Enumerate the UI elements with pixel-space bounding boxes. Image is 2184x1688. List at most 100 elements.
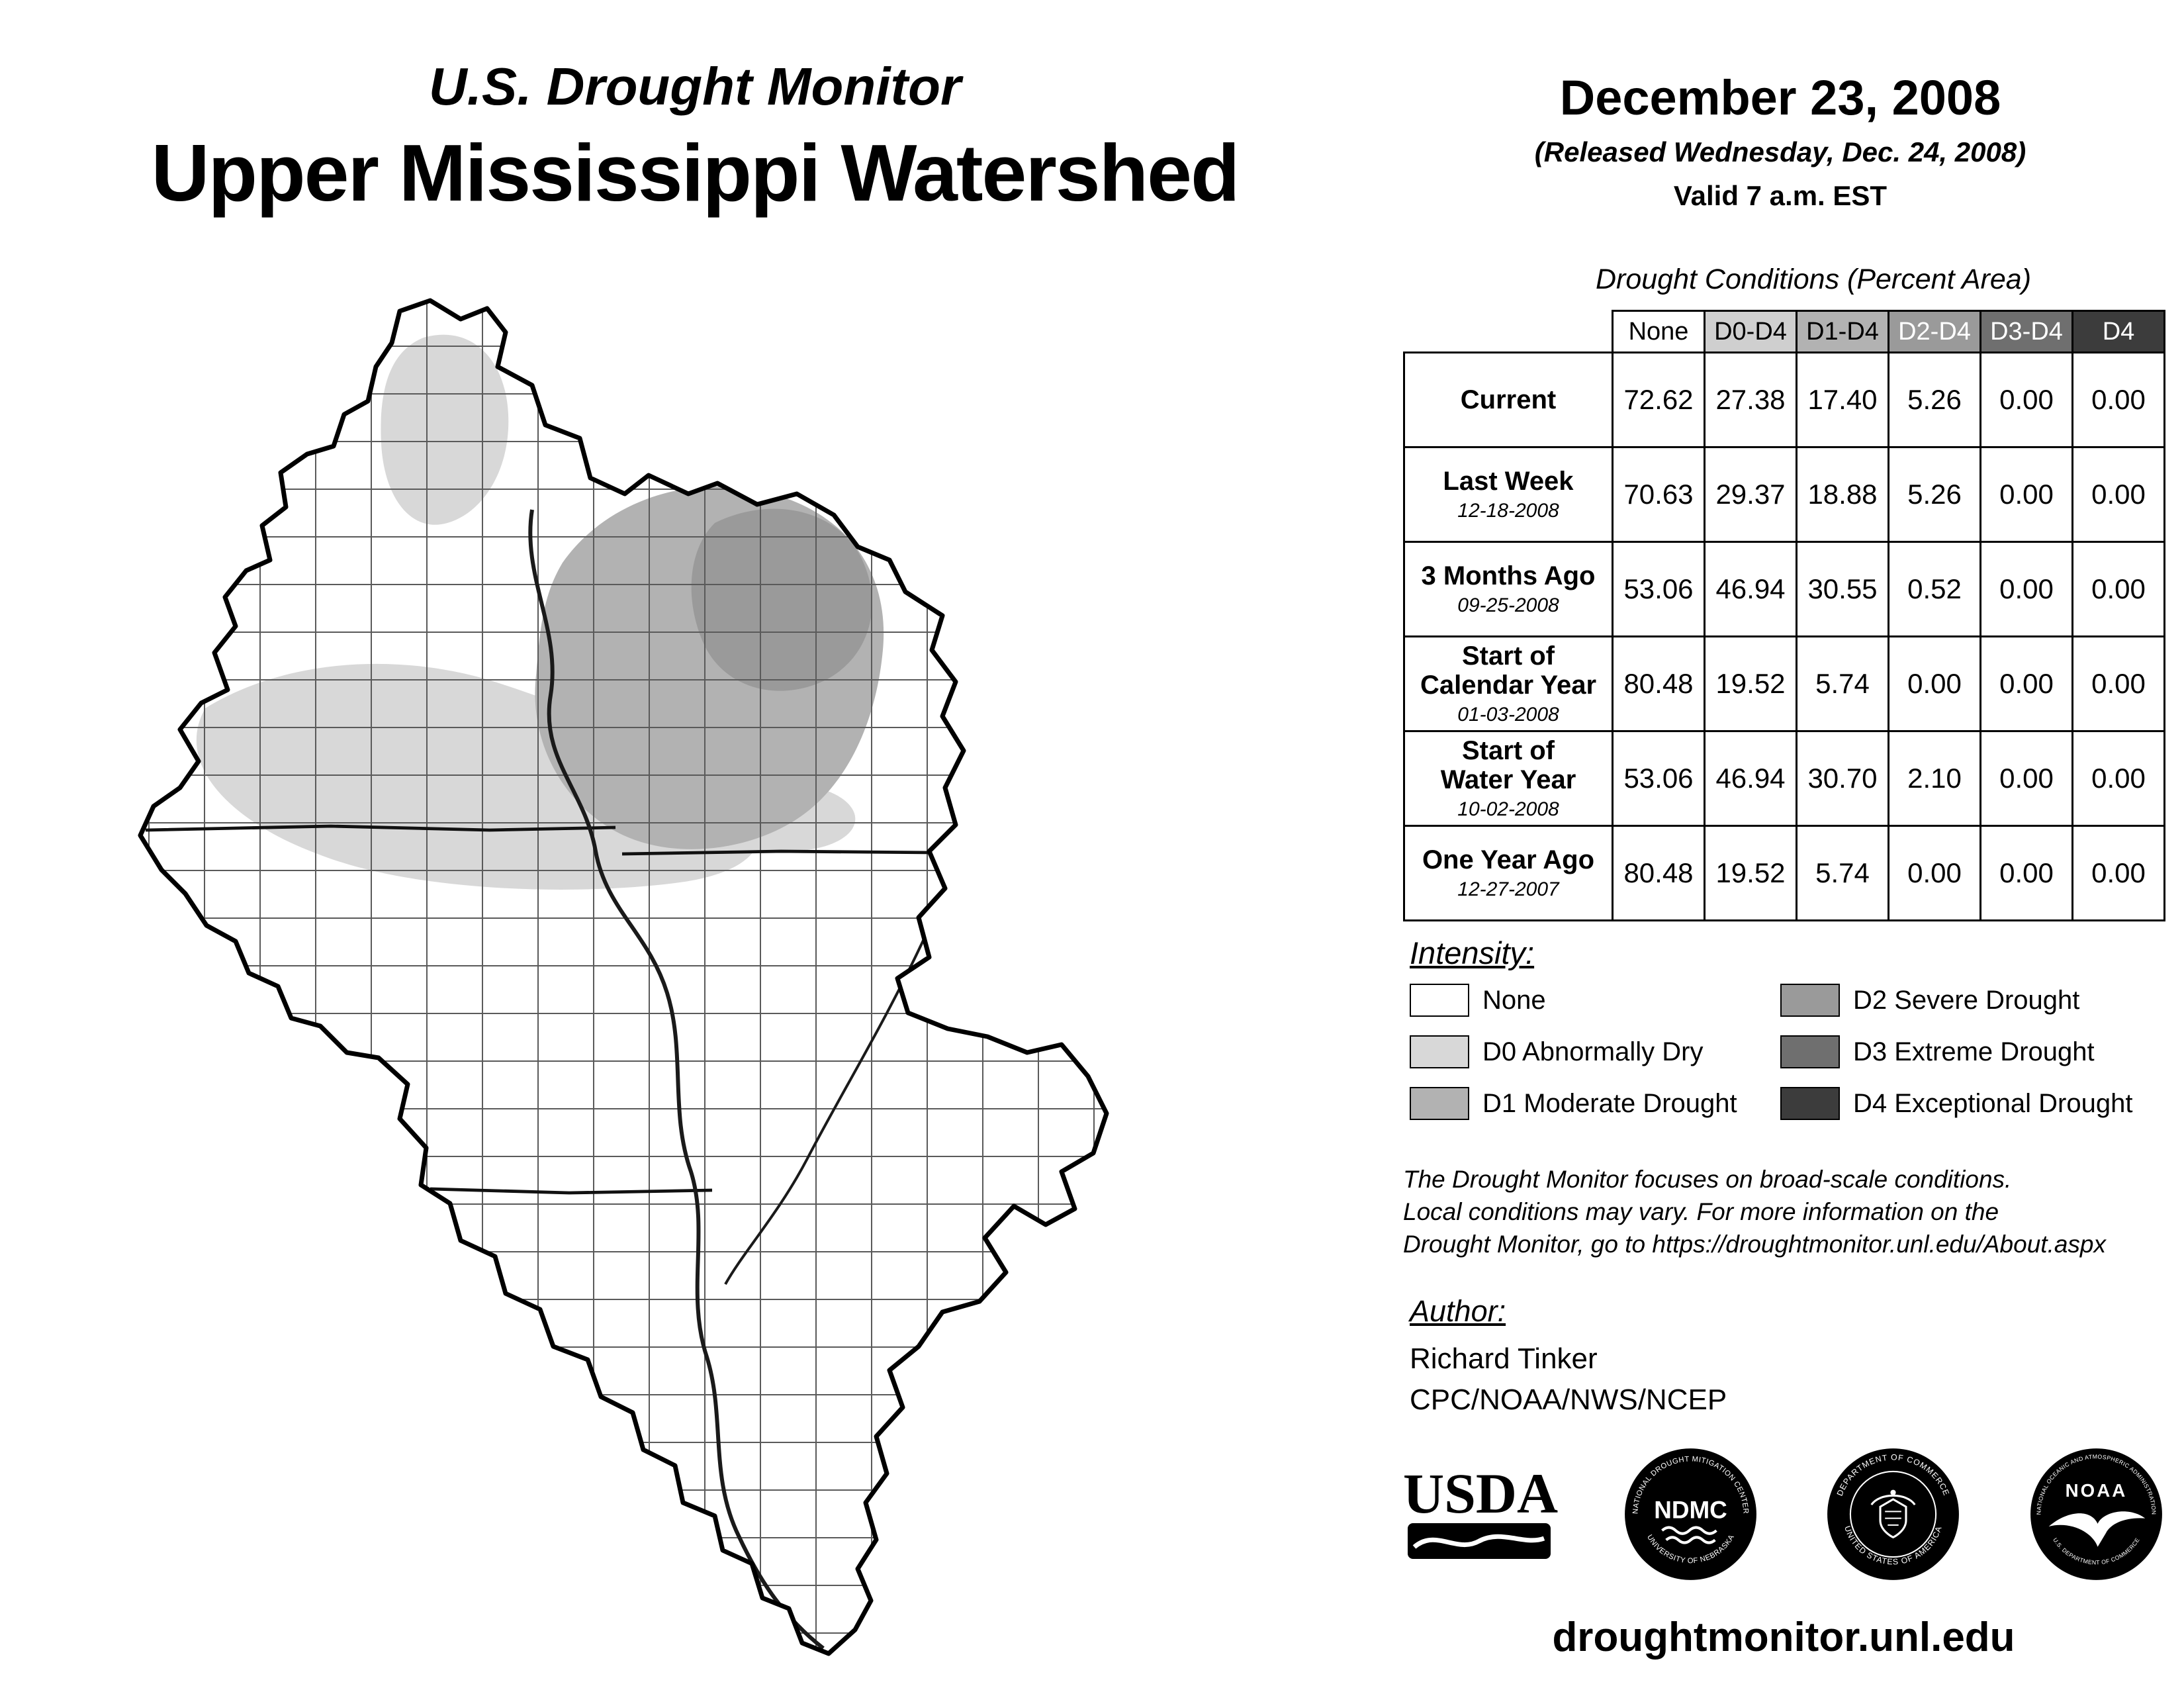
author-name: Richard Tinker: [1410, 1342, 1598, 1375]
cell-value: 0.00: [2071, 730, 2165, 827]
row-label: Start of Water Year: [1440, 736, 1576, 794]
col-header-d0-d4: D0-D4: [1704, 310, 1797, 353]
cell-value: 0.52: [1888, 541, 1981, 637]
col-header-d1-d4: D1-D4: [1796, 310, 1889, 353]
ndmc-logo-text: NDMC: [1654, 1497, 1727, 1524]
legend-item-d0: D0 Abnormally Dry: [1410, 1035, 1780, 1068]
report-date: December 23, 2008: [1559, 70, 2001, 125]
cell-value: 53.06: [1612, 541, 1706, 637]
disclaimer-line: The Drought Monitor focuses on broad-sca…: [1403, 1166, 2012, 1193]
cell-value: 0.00: [1888, 635, 1981, 732]
watershed-map-svg: [138, 298, 1109, 1656]
title-block: U.S. Drought Monitor Upper Mississippi W…: [66, 56, 1324, 219]
legend-item-d2: D2 Severe Drought: [1780, 984, 2177, 1017]
page-subtitle: Upper Mississippi Watershed: [151, 128, 1240, 218]
cell-value: 5.26: [1888, 352, 1981, 448]
footer-url: droughtmonitor.unl.edu: [1552, 1615, 2015, 1660]
col-header-d4: D4: [2071, 310, 2165, 353]
disclaimer-line: Local conditions may vary. For more info…: [1403, 1197, 1999, 1225]
disclaimer: The Drought Monitor focuses on broad-sca…: [1403, 1164, 2106, 1260]
table-header-row: None D0-D4 D1-D4 D2-D4 D3-D4 D4: [1404, 310, 2165, 353]
table-row-last-week: Last Week 12-18-2008 70.63 29.37 18.88 5…: [1403, 446, 2165, 543]
cell-value: 19.52: [1704, 635, 1797, 732]
legend-swatch-d2: [1780, 984, 1840, 1017]
cell-value: 17.40: [1796, 352, 1889, 448]
drought-conditions-table: None D0-D4 D1-D4 D2-D4 D3-D4 D4 Current …: [1403, 310, 2165, 921]
cell-value: 80.48: [1612, 825, 1706, 921]
cell-value: 0.00: [1888, 825, 1981, 921]
valid-time: Valid 7 a.m. EST: [1673, 180, 1888, 211]
legend-swatch-none: [1410, 984, 1469, 1017]
legend-title: Intensity:: [1410, 935, 1535, 970]
illinois-river: [724, 933, 928, 1285]
table-title: Drought Conditions (Percent Area): [1595, 263, 2032, 295]
author-title: Author:: [1410, 1294, 1506, 1328]
cell-value: 0.00: [1979, 446, 2073, 543]
author-org: CPC/NOAA/NWS/NCEP: [1410, 1383, 1727, 1416]
legend-item-d1: D1 Moderate Drought: [1410, 1087, 1780, 1120]
basin-outline: [138, 298, 1109, 1656]
legend-swatch-d1: [1410, 1087, 1469, 1120]
col-header-d2-d4: D2-D4: [1888, 310, 1981, 353]
table-row-current: Current 72.62 27.38 17.40 5.26 0.00 0.00: [1403, 352, 2165, 448]
row-date: 12-27-2007: [1457, 878, 1559, 900]
cell-value: 46.94: [1704, 730, 1797, 827]
table-row-start-calendar-year: Start of Calendar Year 01-03-2008 80.48 …: [1403, 635, 2165, 732]
intensity-legend: None D2 Severe Drought D0 Abnormally Dry…: [1410, 984, 2177, 1120]
legend-item-d4: D4 Exceptional Drought: [1780, 1087, 2177, 1120]
cell-value: 70.63: [1612, 446, 1706, 543]
logo-row: USDA NATIONAL DROUGHT MITIGATION CENTER …: [1403, 1446, 2164, 1582]
cell-value: 30.55: [1796, 541, 1889, 637]
row-date: 09-25-2008: [1457, 594, 1559, 616]
cell-value: 2.10: [1888, 730, 1981, 827]
doc-eagle-emblem: [1870, 1489, 1916, 1539]
row-label: Current: [1460, 385, 1557, 414]
cell-value: 72.62: [1612, 352, 1706, 448]
row-label: Last Week: [1443, 467, 1574, 496]
legend-label: None: [1482, 985, 1546, 1015]
cell-value: 80.48: [1612, 635, 1706, 732]
ndmc-logo: NATIONAL DROUGHT MITIGATION CENTER UNIVE…: [1624, 1448, 1756, 1580]
state-border-wi-il: [621, 849, 934, 856]
noaa-logo: NATIONAL OCEANIC AND ATMOSPHERIC ADMINIS…: [2030, 1448, 2162, 1580]
legend-label: D3 Extreme Drought: [1853, 1037, 2095, 1066]
cell-value: 0.00: [1979, 541, 2073, 637]
legend-label: D1 Moderate Drought: [1482, 1088, 1737, 1118]
watershed-map: [93, 298, 1257, 1662]
cell-value: 46.94: [1704, 541, 1797, 637]
row-date: 01-03-2008: [1457, 704, 1559, 726]
row-date: 10-02-2008: [1457, 798, 1559, 820]
date-block: December 23, 2008 (Released Wednesday, D…: [1416, 70, 2144, 212]
ndmc-wave-2: [1664, 1536, 1716, 1544]
ndmc-wave-1: [1661, 1526, 1717, 1535]
cell-value: 0.00: [1979, 730, 2073, 827]
usda-logo-text: USDA: [1403, 1462, 1559, 1525]
cell-value: 19.52: [1704, 825, 1797, 921]
row-label: Start of Calendar Year: [1420, 641, 1597, 700]
released-date: (Released Wednesday, Dec. 24, 2008): [1534, 136, 2026, 167]
legend-swatch-d3: [1780, 1035, 1840, 1068]
legend-swatch-d0: [1410, 1035, 1469, 1068]
noaa-gull-icon: [2048, 1511, 2146, 1547]
cell-value: 0.00: [1979, 825, 2073, 921]
cell-value: 0.00: [2071, 825, 2165, 921]
cell-value: 0.00: [1979, 352, 2073, 448]
usda-logo: USDA: [1403, 1462, 1559, 1564]
legend-label: D4 Exceptional Drought: [1853, 1088, 2133, 1118]
col-header-d3-d4: D3-D4: [1979, 310, 2073, 353]
legend-item-d3: D3 Extreme Drought: [1780, 1035, 2177, 1068]
cell-value: 53.06: [1612, 730, 1706, 827]
doc-logo: DEPARTMENT OF COMMERCE UNITED STATES OF …: [1827, 1448, 1960, 1580]
table-row-one-year-ago: One Year Ago 12-27-2007 80.48 19.52 5.74…: [1403, 825, 2165, 921]
cell-value: 5.74: [1796, 635, 1889, 732]
legend-item-none: None: [1410, 984, 1780, 1017]
cell-value: 29.37: [1704, 446, 1797, 543]
cell-value: 27.38: [1704, 352, 1797, 448]
usda-logo-swoosh: [1408, 1523, 1551, 1559]
cell-value: 5.74: [1796, 825, 1889, 921]
table-corner-cell: [1404, 310, 1613, 353]
table-row-start-water-year: Start of Water Year 10-02-2008 53.06 46.…: [1403, 730, 2165, 827]
page-title: U.S. Drought Monitor: [428, 57, 962, 116]
cell-value: 0.00: [2071, 635, 2165, 732]
